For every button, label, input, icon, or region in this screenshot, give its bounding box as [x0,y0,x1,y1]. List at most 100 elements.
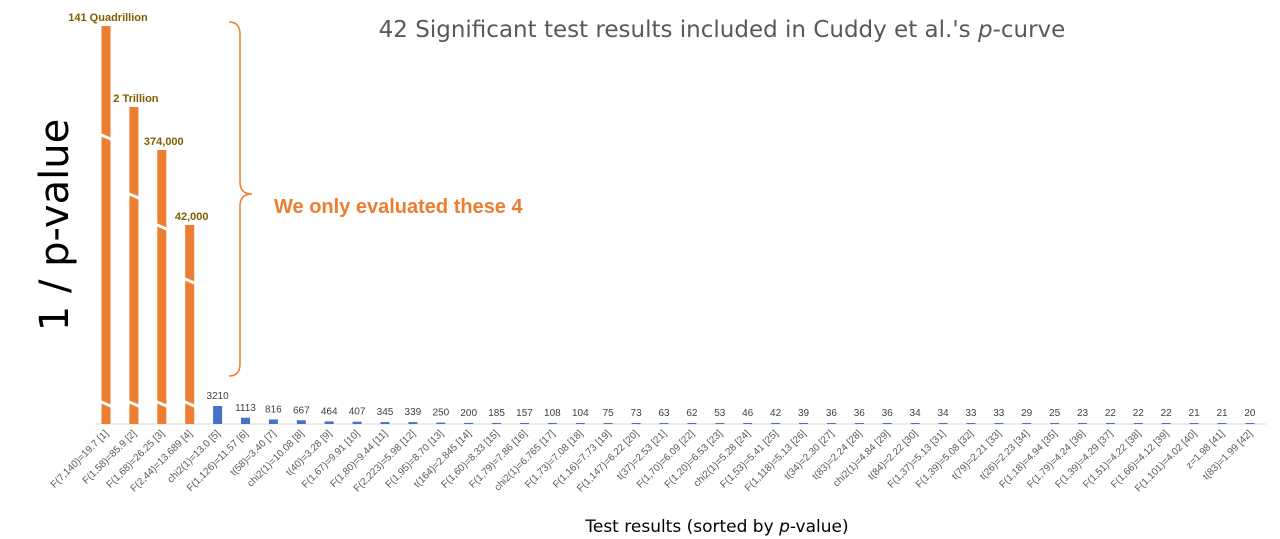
data-label-30: 34 [910,408,922,419]
bar-28 [854,423,864,424]
bar-5 [213,406,223,424]
bar-8 [296,420,306,424]
bar-41 [1217,423,1227,424]
x-axis-label-pre: Test results (sorted by [584,517,779,537]
data-label-7: 816 [265,404,282,415]
data-label-23: 53 [714,408,726,419]
data-label-13: 250 [432,408,449,419]
data-label-32: 33 [965,408,977,419]
data-label-39: 22 [1161,408,1173,419]
tick-label-42: t(83)=1.99 [42] [1201,428,1255,482]
bar-35 [1050,423,1060,424]
bar-34 [1022,423,1032,424]
bar-12 [408,422,418,424]
data-label-37: 22 [1105,408,1117,419]
bar-33 [994,423,1004,424]
bar-9 [324,421,334,424]
bar-6 [241,417,250,424]
bar-38 [1133,423,1143,424]
data-label-2: 2 Trillion [113,93,159,105]
bar-36 [1078,423,1087,424]
data-label-18: 104 [572,408,589,419]
data-label-28: 36 [854,408,866,419]
bar-11 [380,422,390,424]
bar-break-lower-4 [182,399,198,409]
data-label-41: 21 [1216,408,1228,419]
chart-title-post: -curve [993,17,1066,43]
data-label-34: 29 [1021,408,1033,419]
data-label-42: 20 [1244,408,1256,419]
data-label-4: 42,000 [175,211,209,223]
data-label-1: 141 Quadrillion [68,12,148,24]
bar-42 [1245,423,1255,424]
bar-29 [882,423,892,424]
data-label-24: 46 [742,408,754,419]
bar-2 [129,107,139,424]
bar-15 [492,422,502,424]
bar-16 [520,423,529,424]
bar-break-lower-2 [126,399,142,409]
bar-17 [547,423,557,424]
bar-31 [938,423,948,424]
bar-40 [1189,423,1199,424]
data-label-15: 185 [488,408,505,419]
bar-1 [101,26,111,424]
bar-19 [603,423,613,424]
bar-37 [1105,423,1115,424]
data-label-35: 25 [1049,408,1061,419]
data-label-17: 108 [544,408,561,419]
data-label-16: 157 [516,408,533,419]
bar-10 [352,421,362,424]
data-label-40: 21 [1189,408,1201,419]
bar-break-upper-4 [182,276,198,286]
bar-24 [743,423,753,424]
data-label-10: 407 [349,407,366,418]
data-label-22: 62 [686,408,698,419]
bar-3 [157,150,167,424]
bar-25 [771,423,781,424]
bar-break-upper-3 [154,222,170,232]
data-label-19: 75 [603,408,615,419]
bar-39 [1161,423,1171,424]
data-label-11: 345 [377,407,394,418]
bar-22 [687,423,697,424]
data-label-8: 667 [293,405,310,416]
bar-13 [436,422,446,424]
x-axis-label-em: p [778,517,790,537]
chart-title-pre: 42 Significant test results included in … [379,17,978,43]
data-label-12: 339 [405,407,422,418]
data-label-20: 73 [631,408,643,419]
chart-title: 42 Significant test results included in … [379,17,1066,43]
bar-7 [268,419,278,424]
bar-18 [575,423,585,424]
bar-27 [826,423,836,424]
data-label-6: 1113 [235,403,256,414]
data-label-9: 464 [321,406,338,417]
bar-26 [799,423,808,424]
bar-32 [966,423,976,424]
bar-23 [715,423,725,424]
data-label-21: 63 [658,408,670,419]
bar-30 [910,423,920,424]
data-label-14: 200 [460,408,477,419]
data-label-5: 3210 [206,391,229,402]
bar-20 [631,423,641,424]
bar-14 [464,422,474,424]
chart-title-em: p [977,17,993,43]
bar-4 [185,225,195,424]
y-axis-label: 1 / p-value [32,119,78,331]
data-label-36: 23 [1077,408,1089,419]
annotation-brace [228,21,253,377]
data-label-38: 22 [1133,408,1145,419]
data-label-25: 42 [770,408,782,419]
x-axis-label-post: -value) [790,517,849,537]
data-label-3: 374,000 [144,136,184,148]
bar-break-upper-1 [98,132,114,142]
bar-break-lower-1 [98,399,114,409]
bar-break-lower-3 [154,399,170,409]
data-label-26: 39 [798,408,810,419]
bar-break-upper-2 [126,191,142,201]
data-label-29: 36 [882,408,894,419]
data-label-33: 33 [993,408,1005,419]
